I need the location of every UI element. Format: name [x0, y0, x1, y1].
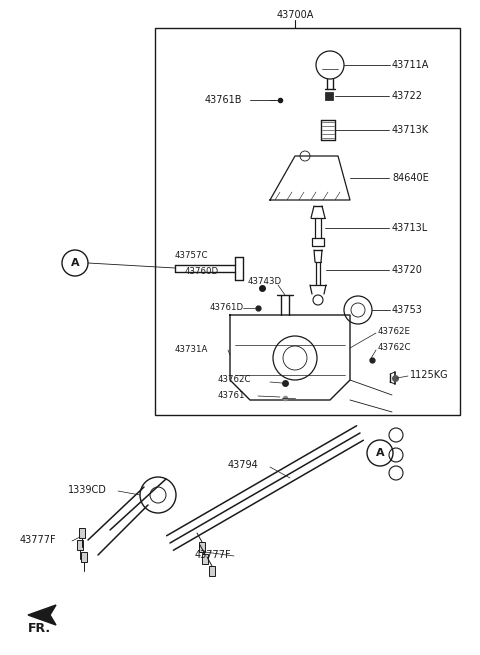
Text: 43713K: 43713K — [392, 125, 429, 135]
Text: 43761: 43761 — [218, 392, 245, 400]
Text: 1339CD: 1339CD — [68, 485, 107, 495]
Bar — [199, 542, 205, 552]
Bar — [155, 28, 460, 415]
Text: 43777F: 43777F — [195, 550, 232, 560]
Text: 43743D: 43743D — [248, 278, 282, 286]
Text: 43794: 43794 — [228, 460, 259, 470]
Text: 84640E: 84640E — [392, 173, 429, 183]
Text: 43760D: 43760D — [185, 267, 219, 276]
Text: 43720: 43720 — [392, 265, 423, 275]
Text: 43713L: 43713L — [392, 223, 428, 233]
Text: 43777F: 43777F — [20, 535, 57, 545]
Bar — [77, 540, 83, 550]
Text: 1125KG: 1125KG — [410, 370, 449, 380]
Text: 43711A: 43711A — [392, 60, 430, 70]
Text: FR.: FR. — [28, 622, 51, 635]
Text: 43757C: 43757C — [175, 250, 208, 259]
Polygon shape — [28, 605, 56, 625]
Bar — [202, 554, 208, 564]
Bar — [81, 552, 87, 562]
Bar — [325, 92, 333, 100]
Text: 43700A: 43700A — [276, 10, 314, 20]
Bar — [79, 528, 85, 538]
Text: A: A — [71, 258, 79, 268]
Text: 43753: 43753 — [392, 305, 423, 315]
Text: 43722: 43722 — [392, 91, 423, 101]
Text: 43762E: 43762E — [378, 328, 411, 337]
Text: 43762C: 43762C — [218, 375, 252, 384]
Text: 43761B: 43761B — [205, 95, 242, 105]
Text: 43761D: 43761D — [210, 303, 244, 312]
Text: A: A — [376, 448, 384, 458]
Text: 43731A: 43731A — [175, 345, 208, 354]
Bar — [209, 566, 215, 576]
Text: 43762C: 43762C — [378, 343, 411, 352]
